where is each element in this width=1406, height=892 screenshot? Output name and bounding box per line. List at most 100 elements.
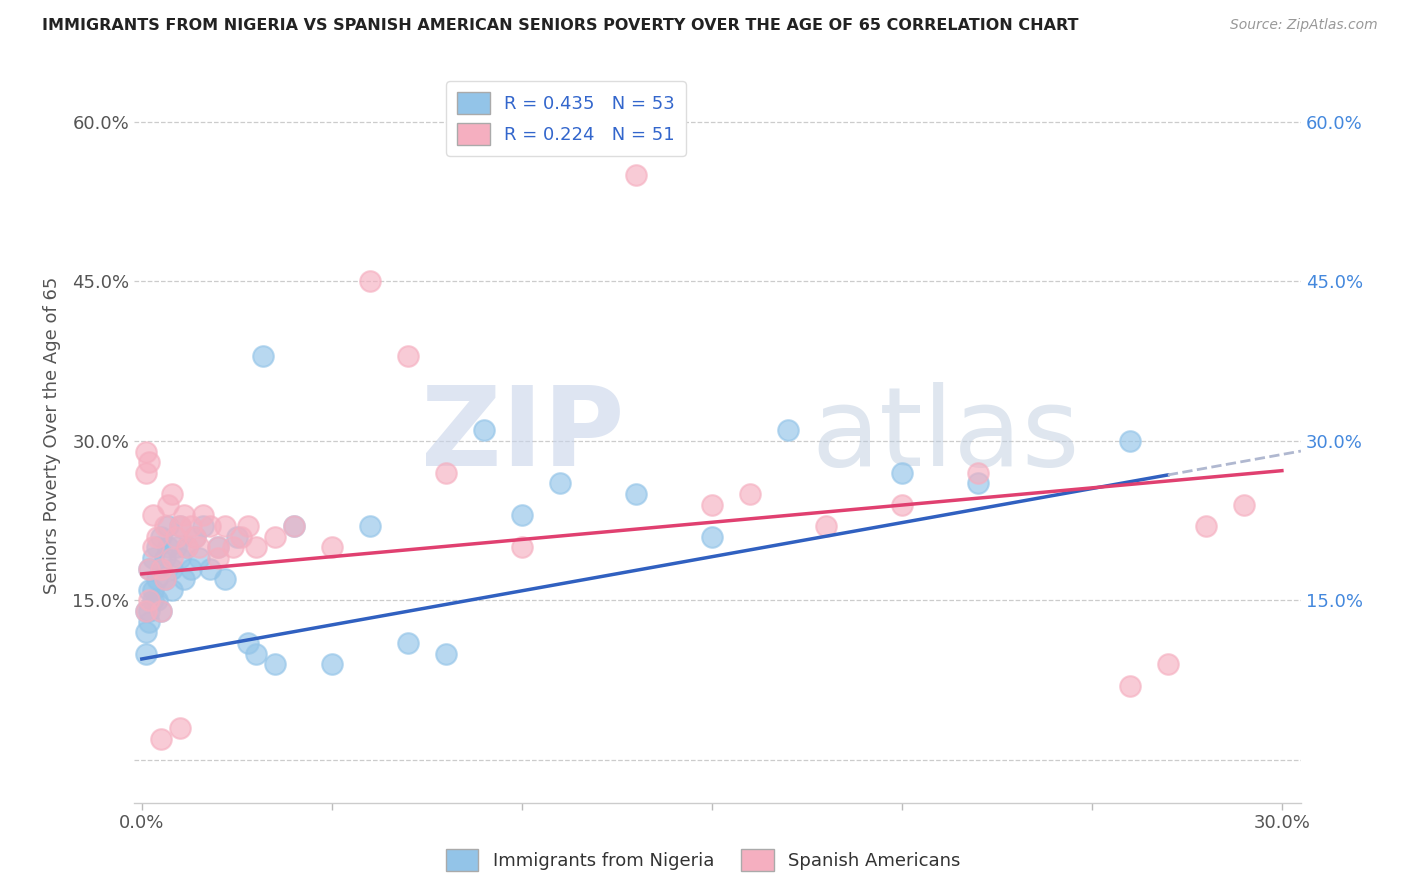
Point: [138, 582, 160, 597]
Point: [176, 541, 198, 555]
Point: [135, 444, 157, 458]
Point: [225, 530, 247, 544]
Point: [200, 561, 222, 575]
Point: [157, 498, 180, 512]
Point: [245, 647, 267, 661]
Point: [283, 519, 305, 533]
Point: [214, 572, 236, 586]
Point: [245, 541, 267, 555]
Point: [214, 519, 236, 533]
Point: [510, 541, 533, 555]
Point: [142, 550, 165, 565]
Point: [184, 530, 207, 544]
Point: [180, 519, 202, 533]
Point: [160, 487, 183, 501]
Point: [160, 582, 183, 597]
Point: [222, 541, 245, 555]
Point: [207, 541, 229, 555]
Point: [1119, 434, 1142, 448]
Point: [149, 731, 172, 746]
Point: [263, 530, 285, 544]
Point: [149, 561, 172, 575]
Point: [169, 519, 191, 533]
Point: [184, 530, 207, 544]
Point: [176, 541, 198, 555]
Point: [229, 530, 252, 544]
Point: [1157, 657, 1180, 672]
Point: [160, 550, 183, 565]
Point: [138, 455, 160, 469]
Point: [263, 657, 285, 672]
Point: [321, 541, 343, 555]
Point: [187, 541, 209, 555]
Point: [207, 541, 229, 555]
Point: [738, 487, 761, 501]
Point: [138, 604, 160, 618]
Point: [359, 274, 381, 288]
Point: [153, 519, 176, 533]
Point: [138, 593, 160, 607]
Point: [966, 466, 988, 480]
Point: [153, 550, 176, 565]
Point: [157, 541, 180, 555]
Point: [149, 530, 172, 544]
Point: [624, 487, 647, 501]
Point: [135, 466, 157, 480]
Point: [142, 582, 165, 597]
Point: [890, 498, 912, 512]
Point: [135, 625, 157, 640]
Point: [169, 519, 191, 533]
Point: [165, 541, 187, 555]
Point: [191, 519, 214, 533]
Point: [200, 519, 222, 533]
Point: [153, 572, 176, 586]
Point: [142, 593, 165, 607]
Point: [434, 647, 457, 661]
Point: [283, 519, 305, 533]
Point: [160, 561, 183, 575]
Point: [146, 572, 169, 586]
Point: [149, 604, 172, 618]
Point: [472, 423, 495, 437]
Point: [396, 636, 419, 650]
Point: [359, 519, 381, 533]
Point: [142, 508, 165, 523]
Text: atlas: atlas: [811, 382, 1080, 489]
Point: [138, 561, 160, 575]
Point: [238, 636, 260, 650]
Point: [138, 615, 160, 629]
Point: [173, 508, 195, 523]
Point: [173, 572, 195, 586]
Point: [138, 561, 160, 575]
Point: [1195, 519, 1218, 533]
Point: [146, 530, 169, 544]
Text: Source: ZipAtlas.com: Source: ZipAtlas.com: [1230, 18, 1378, 32]
Text: IMMIGRANTS FROM NIGERIA VS SPANISH AMERICAN SENIORS POVERTY OVER THE AGE OF 65 C: IMMIGRANTS FROM NIGERIA VS SPANISH AMERI…: [42, 18, 1078, 33]
Point: [1119, 679, 1142, 693]
Point: [776, 423, 799, 437]
Point: [624, 168, 647, 182]
Point: [548, 476, 571, 491]
Point: [890, 466, 912, 480]
Legend: R = 0.435   N = 53, R = 0.224   N = 51: R = 0.435 N = 53, R = 0.224 N = 51: [446, 81, 686, 156]
Point: [135, 604, 157, 618]
Point: [146, 541, 169, 555]
Point: [700, 530, 723, 544]
Point: [396, 349, 419, 363]
Point: [149, 561, 172, 575]
Point: [169, 550, 191, 565]
Point: [146, 593, 169, 607]
Point: [207, 550, 229, 565]
Point: [165, 530, 187, 544]
Point: [135, 647, 157, 661]
Point: [180, 561, 202, 575]
Point: [814, 519, 837, 533]
Point: [434, 466, 457, 480]
Point: [191, 508, 214, 523]
Point: [966, 476, 988, 491]
Point: [1233, 498, 1256, 512]
Point: [169, 721, 191, 735]
Point: [157, 519, 180, 533]
Point: [149, 604, 172, 618]
Point: [187, 550, 209, 565]
